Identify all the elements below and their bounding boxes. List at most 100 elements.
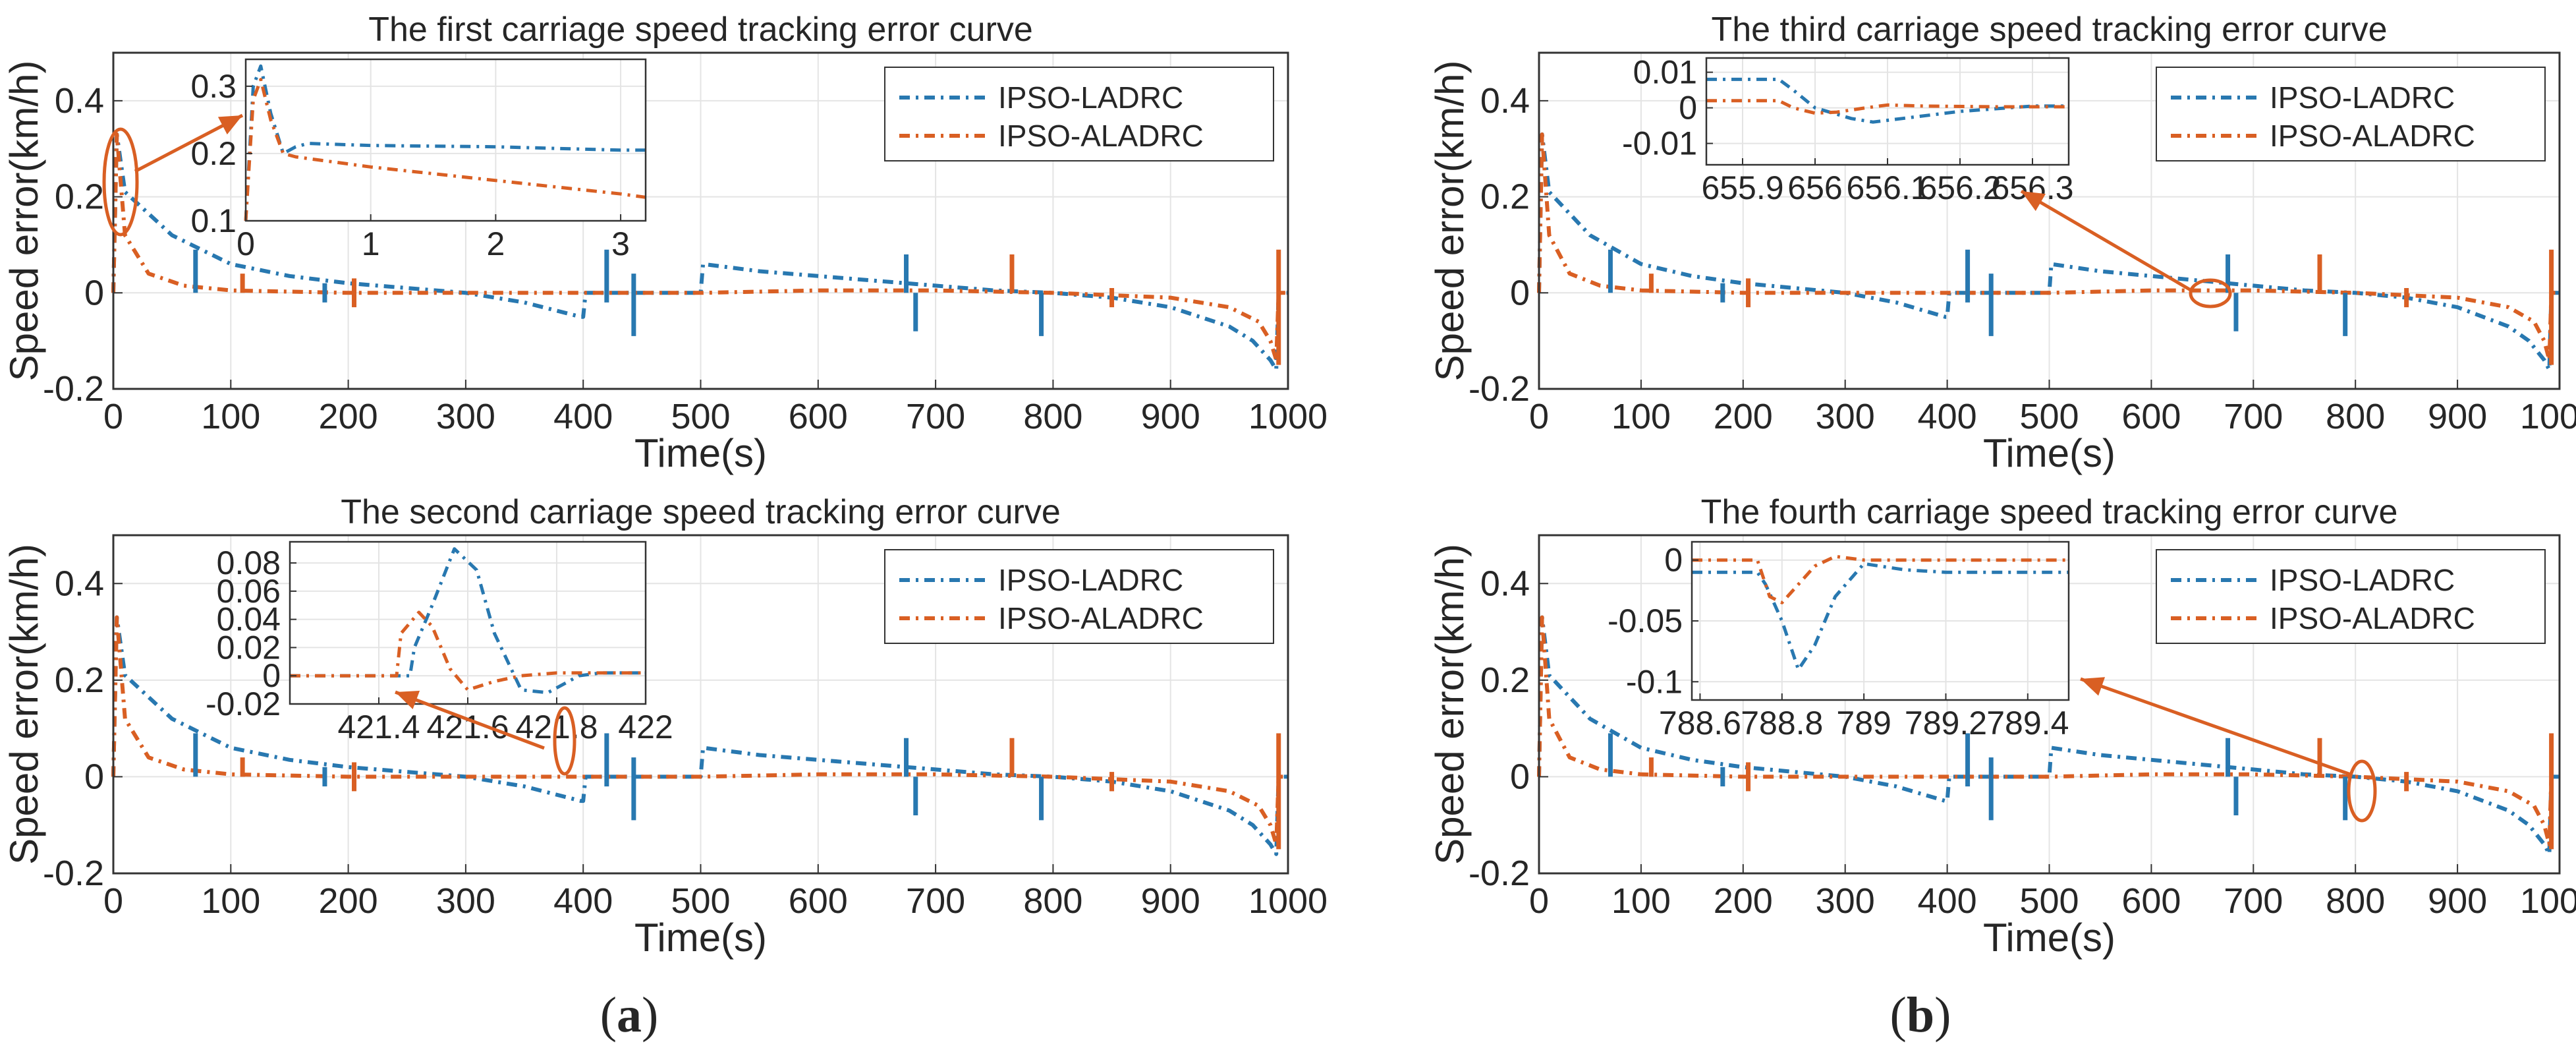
inset-y-tick-label: 0.06	[217, 573, 281, 610]
legend-box	[2156, 67, 2546, 161]
y-axis-label: Speed error(km/h)	[1428, 61, 1472, 382]
y-axis-label: Speed error(km/h)	[2, 61, 46, 382]
y-axis-label: Speed error(km/h)	[1428, 544, 1472, 865]
legend-label-ladrc: IPSO-LADRC	[998, 563, 1183, 597]
y-tick-label: 0.2	[1480, 177, 1530, 217]
inset-y-tick-label: 0.1	[190, 202, 237, 239]
x-tick-label: 600	[2121, 397, 2181, 436]
inset-series-line-ladrc	[1706, 77, 2069, 124]
inset-plot-area	[246, 59, 646, 221]
legend: IPSO-LADRC IPSO-ALADRC	[884, 549, 1274, 644]
inset-y-tick-label: -0.01	[1622, 125, 1697, 162]
x-tick-label: 600	[2121, 881, 2181, 921]
y-tick-label: -0.2	[43, 369, 104, 409]
inset-y-tick-label: 0.08	[217, 544, 281, 581]
x-tick-label: 400	[553, 397, 613, 436]
x-tick-label: 100	[201, 397, 260, 436]
x-tick-label: 100	[1611, 397, 1671, 436]
inset-y-tick-label: 0	[262, 657, 281, 694]
x-tick-label: 100	[1611, 881, 1671, 921]
series-line-aladrc	[111, 615, 1288, 846]
x-tick-label: 0	[1529, 397, 1549, 436]
x-tick-label: 400	[1918, 881, 1977, 921]
panel-3: 01002003004005006007008009001000-0.200.2…	[1428, 11, 2576, 475]
inset-y-tick-label: 0.04	[217, 601, 281, 638]
x-tick-label: 800	[2326, 397, 2385, 436]
chart-title: The fourth carriage speed tracking error…	[1701, 493, 2398, 531]
panel-2: 0 100 200 300 400 500 600 700 800 900 1000-0.200.2…	[2, 493, 1328, 960]
inset-y-tick-label: 0.3	[190, 68, 237, 105]
zoom-highlight-ellipse	[2347, 759, 2377, 823]
inset-x-tick-label: 2	[486, 225, 505, 262]
y-tick-label: 0.2	[1480, 660, 1530, 700]
x-tick-label: 600	[789, 881, 848, 921]
panels: 0 100 200 300 400 500 600 700 800 900 1000-0.200.2…	[2, 11, 2576, 960]
legend-label-ladrc: IPSO-LADRC	[2270, 80, 2455, 115]
y-tick-label: 0.4	[55, 81, 104, 121]
inset-x-tick-label: 789.4	[1986, 705, 2069, 742]
caption-b: (b)	[1890, 987, 1951, 1043]
x-tick-label: 200	[1714, 397, 1773, 436]
chart-title: The third carriage speed tracking error …	[1711, 11, 2387, 49]
x-tick-label: 900	[2428, 397, 2487, 436]
x-tick-label: 100	[201, 881, 260, 921]
legend-box	[2156, 549, 2546, 644]
x-tick-label: 0	[103, 881, 123, 921]
legend-box	[884, 67, 1274, 161]
x-tick-label: 1000	[2520, 881, 2576, 921]
x-tick-label: 500	[2019, 397, 2079, 436]
zoom-arrow	[2080, 677, 2351, 776]
y-tick-label: 0	[1510, 273, 1530, 312]
inset-y-tick-label: 0	[1679, 90, 1697, 127]
x-axis-label: Time(s)	[634, 431, 767, 475]
inset-x-tick-label: 421.4	[337, 709, 420, 745]
y-tick-label: 0.2	[55, 660, 104, 700]
x-tick-label: 300	[1816, 397, 1875, 436]
zoom-arrow-head	[395, 690, 420, 710]
x-tick-label: 500	[2019, 881, 2079, 921]
legend: IPSO-LADRC IPSO-ALADRC	[2156, 67, 2546, 161]
y-tick-label: 0	[84, 273, 104, 312]
inset-x-tick-label: 0	[237, 225, 255, 262]
inset-y-tick-label: 0.02	[217, 629, 281, 666]
inset-x-tick-label: 656.2	[1918, 169, 2001, 206]
chart-title: The first carriage speed tracking error …	[368, 11, 1033, 49]
x-tick-label: 200	[319, 881, 378, 921]
inset-series-line-ladrc	[1692, 562, 2069, 672]
x-tick-label: 800	[1023, 397, 1082, 436]
inset-x-tick-label: 655.9	[1701, 169, 1783, 206]
inset-x-tick-label: 788.6	[1659, 705, 1741, 742]
inset-x-tick-label: 421.6	[426, 709, 509, 745]
inset-series-line-aladrc	[290, 610, 646, 692]
x-tick-label: 900	[1141, 881, 1200, 921]
legend: IPSO-LADRC IPSO-ALADRC	[884, 67, 1274, 161]
series-line-ladrc	[1537, 615, 2560, 856]
legend-label-ladrc: IPSO-LADRC	[998, 80, 1183, 115]
y-tick-label: 0.4	[1480, 564, 1530, 603]
series-line-ladrc	[111, 132, 1288, 372]
x-tick-label: 900	[2428, 881, 2487, 921]
caption-a: (a)	[600, 987, 659, 1043]
x-tick-label: 700	[906, 397, 965, 436]
inset-y-tick-label: -0.1	[1626, 663, 1683, 700]
inset-zoom: 0 1 2 3 0.1 0.2 0.3	[190, 58, 647, 262]
x-tick-label: 200	[319, 397, 378, 436]
x-tick-label: 1000	[2520, 397, 2576, 436]
captions: (a) (b)	[600, 987, 1951, 1043]
x-tick-label: 700	[2224, 397, 2283, 436]
inset-zoom: 788.6 788.8 789 789.2 789.4 -0.1 -0.05 0	[1608, 540, 2070, 742]
y-tick-label: 0	[84, 757, 104, 796]
x-tick-label: 800	[2326, 881, 2385, 921]
legend-label-aladrc: IPSO-ALADRC	[2270, 601, 2475, 635]
x-axis-label: Time(s)	[1983, 916, 2115, 960]
x-tick-label: 0	[1529, 881, 1549, 921]
y-tick-label: -0.2	[1469, 854, 1530, 893]
x-axis-label: Time(s)	[1983, 431, 2115, 475]
x-axis-label: Time(s)	[634, 916, 767, 960]
inset-series-line-ladrc	[244, 64, 646, 221]
inset-series-line-aladrc	[1706, 99, 2069, 115]
legend-label-aladrc: IPSO-ALADRC	[998, 119, 1204, 153]
panel-4: 01002003004005006007008009001000-0.200.2…	[1428, 493, 2576, 960]
x-tick-label: 500	[671, 397, 730, 436]
